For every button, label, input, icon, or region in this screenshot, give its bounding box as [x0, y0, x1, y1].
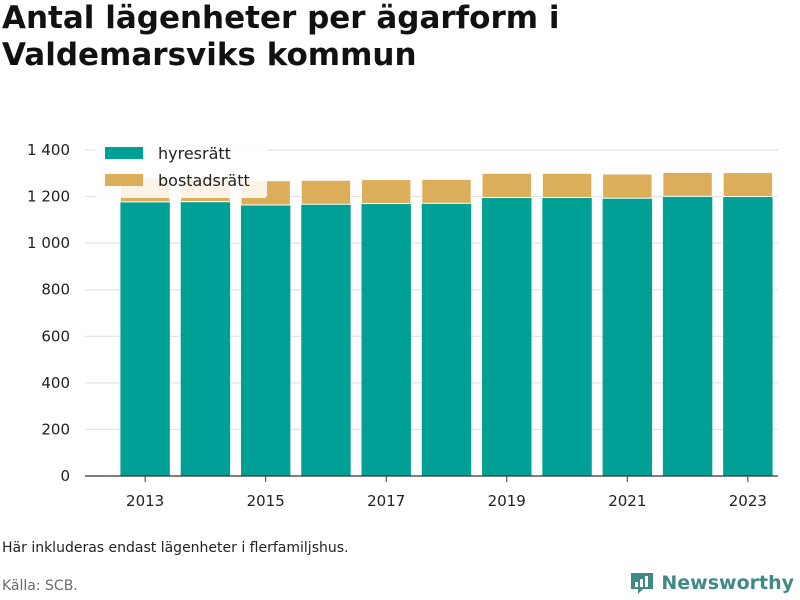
x-tick-label: 2019 [488, 492, 526, 510]
bar-hyresratt-2022 [662, 196, 713, 477]
brand-name: Newsworthy [661, 572, 794, 594]
bar-bostadsratt-2018 [421, 178, 472, 204]
source-text: Källa: SCB. [2, 578, 78, 594]
bar-hyresratt-2016 [301, 204, 351, 476]
bar-hyresratt-2021 [602, 198, 653, 477]
y-tick-label: 600 [41, 327, 70, 345]
y-axis-tick-labels: 0 200 400 600 800 1 000 1 200 1 400 [27, 141, 70, 485]
bar-hyresratt-2017 [361, 203, 411, 477]
x-tick-label: 2017 [367, 492, 405, 510]
chart-title: Antal lägenheter per ägarform i Valdemar… [2, 0, 560, 73]
bar-hyresratt-2020 [542, 197, 592, 476]
newsworthy-logo-icon [631, 573, 654, 594]
bar-bostadsratt-2021 [602, 173, 653, 199]
bar-hyresratt-2014 [180, 201, 231, 477]
legend-label-bostadsratt: bostadsrätt [158, 171, 250, 190]
bar-hyresratt-2018 [421, 203, 472, 476]
y-tick-label: 200 [41, 420, 70, 438]
y-tick-label: 1 000 [27, 234, 70, 252]
y-tick-label: 800 [41, 281, 70, 299]
bar-bostadsratt-2017 [361, 179, 412, 205]
bar-bostadsratt-2016 [300, 179, 352, 205]
bar-hyresratt-2023 [723, 196, 773, 477]
legend-swatch-hyresratt [105, 147, 143, 159]
bar-hyresratt-2019 [482, 197, 532, 476]
bar-bostadsratt-2020 [541, 172, 593, 199]
y-tick-label: 400 [41, 374, 70, 392]
bar-bostadsratt-2023 [722, 172, 774, 198]
bar-bostadsratt-2022 [662, 171, 713, 197]
y-tick-label: 1 200 [27, 188, 70, 206]
x-axis: 2013 2015 2017 2019 2021 2023 [85, 475, 778, 510]
x-tick-label: 2023 [729, 492, 767, 510]
x-tick-label: 2021 [608, 492, 646, 510]
bar-bostadsratt-2019 [481, 172, 532, 199]
x-tick-label: 2013 [126, 492, 164, 510]
y-tick-label: 1 400 [27, 141, 70, 159]
legend-swatch-bostadsratt [105, 174, 143, 186]
x-tick-label: 2015 [247, 492, 285, 510]
bar-hyresratt-2013 [120, 201, 170, 477]
legend: hyresrätt bostadsrätt [95, 142, 267, 198]
bars [119, 171, 774, 477]
legend-label-hyresratt: hyresrätt [158, 144, 231, 163]
y-tick-label: 0 [60, 467, 70, 485]
brand-logo: Newsworthy [629, 568, 794, 598]
chart-note: Här inkluderas endast lägenheter i flerf… [2, 540, 349, 556]
bar-hyresratt-2015 [240, 204, 291, 476]
